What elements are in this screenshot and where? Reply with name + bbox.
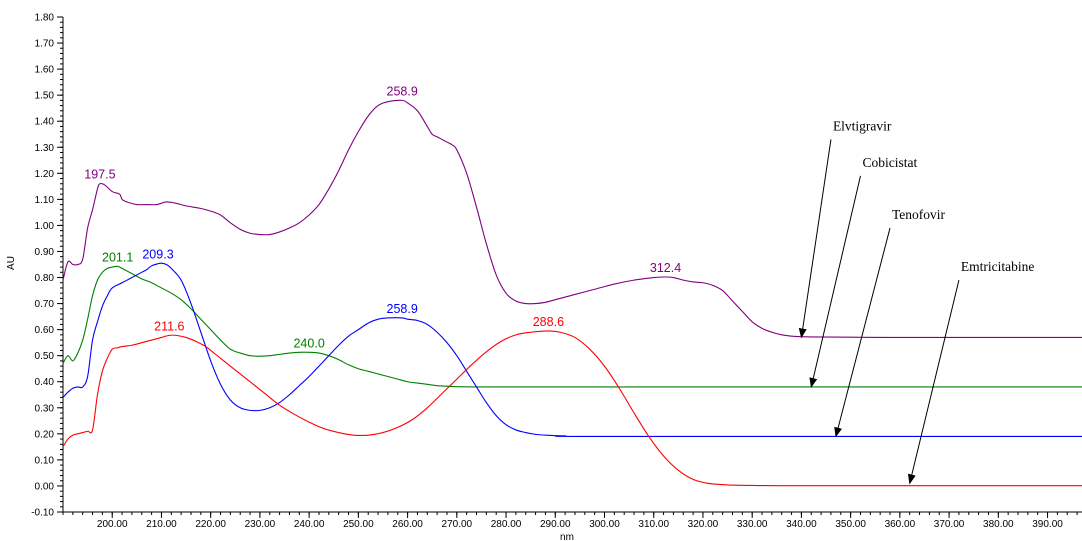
x-tick-label: 200.00 — [97, 519, 128, 530]
compound-label: Cobicistat — [862, 155, 917, 170]
series-line-tenofovir — [62, 262, 1082, 438]
y-tick-label: 1.70 — [35, 39, 55, 50]
x-tick-label: 340.00 — [786, 519, 817, 530]
y-tick-label: 1.00 — [35, 221, 55, 232]
peak-label: 211.6 — [154, 319, 184, 333]
x-tick-label: 250.00 — [343, 519, 374, 530]
x-tick-label: 350.00 — [835, 519, 866, 530]
y-tick-label: 0.70 — [35, 299, 55, 310]
x-tick-label: 310.00 — [638, 519, 669, 530]
y-tick-label: 1.30 — [35, 143, 55, 154]
x-tick-label: 270.00 — [442, 519, 473, 530]
compound-label: Elvtigravir — [833, 118, 892, 133]
x-tick-label: 370.00 — [934, 519, 965, 530]
y-tick-label: 1.20 — [35, 169, 55, 180]
x-tick-label: 290.00 — [540, 519, 571, 530]
x-tick-label: 330.00 — [737, 519, 768, 530]
y-tick-label: 1.80 — [35, 13, 55, 24]
annotation-arrow — [834, 227, 891, 438]
peak-label: 209.3 — [142, 248, 173, 262]
x-tick-label: 380.00 — [983, 519, 1014, 530]
y-tick-label: 0.50 — [35, 351, 55, 362]
annotations: Elvtigravir Cobicistat Tenofovir Emtricitab… — [798, 118, 1034, 485]
x-tick-label: 230.00 — [245, 519, 276, 530]
series-line-elvtigravir — [62, 99, 1082, 339]
y-tick-label: 0.20 — [35, 429, 55, 440]
peak-label: 197.5 — [84, 168, 115, 182]
peak-label: 312.4 — [650, 261, 681, 275]
y-tick-label: 1.10 — [35, 195, 55, 206]
annotation-arrow — [798, 139, 832, 339]
x-tick-label: 260.00 — [392, 519, 423, 530]
peak-label: 288.6 — [533, 315, 564, 329]
peak-labels: 197.5 258.9 312.4 201.1 240.0 209.3 258.9 211.6… — [84, 84, 681, 350]
y-tick-label: 1.60 — [35, 65, 55, 76]
x-axis-title: nm — [560, 532, 574, 541]
y-tick-label: 0.30 — [35, 403, 55, 414]
y-tick-label: 0.80 — [35, 273, 55, 284]
y-tick-label: 0.60 — [35, 325, 55, 336]
compound-label: Emtricitabine — [961, 259, 1034, 274]
x-tick-label: 220.00 — [195, 519, 226, 530]
x-tick-label: 390.00 — [1032, 519, 1063, 530]
x-tick-label: 300.00 — [589, 519, 620, 530]
x-tick-label: 240.00 — [294, 519, 325, 530]
y-tick-label: 0.40 — [35, 377, 55, 388]
x-tick-label: 320.00 — [688, 519, 719, 530]
annotation-arrow — [809, 175, 861, 388]
y-tick-label: -0.10 — [31, 508, 54, 519]
y-tick-label: 0.10 — [35, 455, 55, 466]
x-tick-label: 360.00 — [885, 519, 916, 530]
y-tick-label: 0.90 — [35, 247, 55, 258]
annotation-arrow — [907, 280, 960, 485]
series-lines — [62, 99, 1082, 487]
y-tick-label: 1.40 — [35, 117, 55, 128]
x-tick-label: 210.00 — [146, 519, 177, 530]
x-tick-label: 280.00 — [491, 519, 522, 530]
y-tick-label: 0.00 — [35, 481, 55, 492]
peak-label: 258.9 — [387, 302, 418, 316]
series-line-cobicistat — [62, 265, 1082, 388]
y-axis-title: AU — [6, 256, 17, 270]
y-tick-label: 1.50 — [35, 91, 55, 102]
compound-label: Tenofovir — [892, 207, 946, 222]
series-line-emtricitabine — [62, 330, 1082, 487]
peak-label: 258.9 — [387, 84, 418, 98]
peak-label: 201.1 — [102, 250, 133, 264]
peak-label: 240.0 — [293, 336, 324, 350]
axes: -0.10 0.00 0.10 0.20 0.30 0.40 0.50 0.60 0.70 0.8… — [31, 13, 1082, 530]
